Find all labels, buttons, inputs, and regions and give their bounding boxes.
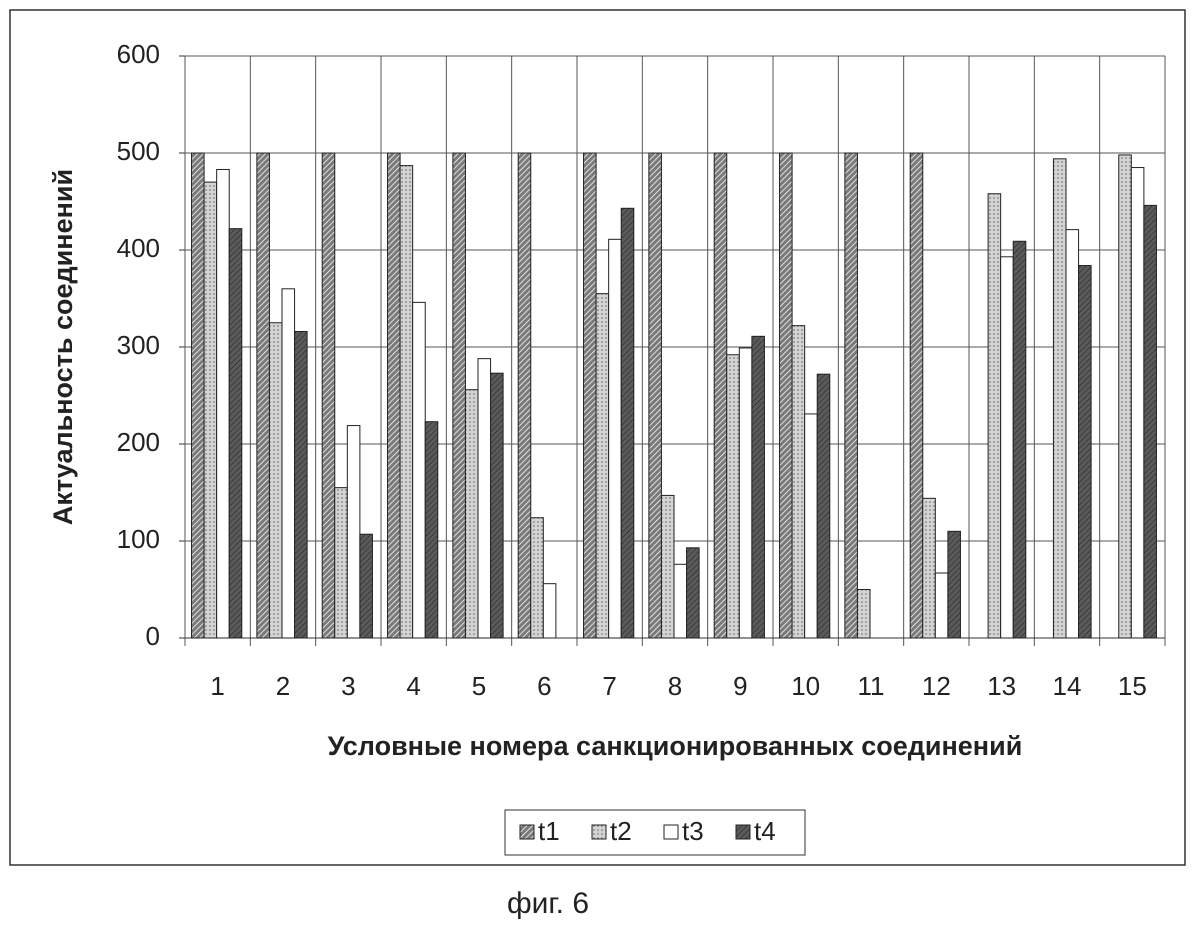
y-tick-label: 100: [117, 524, 160, 554]
bar: [282, 289, 295, 638]
bar: [948, 531, 961, 638]
y-tick-label: 0: [146, 621, 160, 651]
x-tick-label: 10: [791, 671, 820, 701]
legend-label: t4: [754, 816, 776, 846]
y-tick-label: 500: [117, 136, 160, 166]
bar: [335, 488, 348, 638]
bar: [1079, 266, 1092, 638]
x-tick-label: 8: [668, 671, 682, 701]
bar: [857, 590, 870, 639]
bar: [388, 153, 401, 638]
bar: [727, 355, 740, 638]
y-tick-label: 600: [117, 39, 160, 69]
bar: [1131, 168, 1144, 638]
legend-label: t3: [682, 816, 704, 846]
bar: [491, 373, 504, 638]
bar: [295, 331, 308, 638]
x-tick-label: 7: [602, 671, 616, 701]
page: {"chart_data": {"type": "bar", "y_label"…: [0, 0, 1194, 930]
y-tick-label: 200: [117, 427, 160, 457]
x-tick-label: 12: [922, 671, 951, 701]
bar: [413, 302, 426, 638]
bar: [923, 498, 936, 638]
bar: [1144, 205, 1157, 638]
legend-label: t2: [610, 816, 632, 846]
bar: [661, 495, 674, 638]
bar: [1013, 241, 1026, 638]
bar: [543, 584, 556, 638]
x-tick-label: 14: [1053, 671, 1082, 701]
bar: [1066, 230, 1079, 638]
bar: [752, 336, 765, 638]
caption: фиг. 6: [507, 887, 589, 920]
legend-label: t1: [538, 816, 560, 846]
bar: [584, 153, 597, 638]
bar: [400, 166, 413, 638]
bar: [817, 374, 830, 638]
bar: [714, 153, 727, 638]
bar: [518, 153, 531, 638]
x-tick-label: 6: [537, 671, 551, 701]
y-tick-label: 300: [117, 330, 160, 360]
bar: [1001, 257, 1014, 638]
legend-swatch: [736, 825, 750, 839]
bar: [845, 153, 858, 638]
bar: [322, 153, 335, 638]
bar: [425, 422, 438, 638]
bar: [621, 208, 634, 638]
x-tick-label: 11: [858, 671, 885, 701]
bar: [1119, 155, 1132, 638]
bar: [609, 239, 622, 638]
bar: [780, 153, 793, 638]
x-tick-label: 3: [341, 671, 355, 701]
bar: [1053, 159, 1066, 638]
chart: Актуальность соединений Условные номера …: [0, 0, 1194, 930]
y-axis-label: Актуальность соединений: [48, 169, 78, 525]
bar: [687, 548, 700, 638]
bar: [805, 414, 818, 638]
bar: [347, 426, 360, 638]
bar: [269, 323, 282, 638]
bar: [465, 390, 478, 638]
y-tick-label: 400: [117, 233, 160, 263]
bar: [192, 153, 205, 638]
x-tick-label: 4: [406, 671, 420, 701]
x-tick-label: 2: [276, 671, 290, 701]
bar: [217, 169, 230, 638]
bar: [596, 294, 609, 638]
bar: [792, 326, 805, 638]
bar: [360, 534, 373, 638]
bar: [988, 194, 1001, 638]
legend-swatch: [664, 825, 678, 839]
bar: [739, 348, 752, 638]
bar: [204, 182, 217, 638]
x-tick-label: 9: [733, 671, 747, 701]
x-tick-label: 15: [1118, 671, 1147, 701]
bar: [910, 153, 923, 638]
x-tick-label: 13: [987, 671, 1016, 701]
bar: [674, 564, 687, 638]
bar: [531, 518, 544, 638]
bar: [935, 573, 948, 638]
bar: [257, 153, 270, 638]
x-axis-label: Условные номера санкционированных соедин…: [328, 731, 1023, 761]
bar: [453, 153, 466, 638]
legend-swatch: [520, 825, 534, 839]
bar: [649, 153, 662, 638]
x-tick-label: 1: [210, 671, 224, 701]
legend-swatch: [592, 825, 606, 839]
bar: [478, 359, 491, 638]
x-tick-label: 5: [472, 671, 486, 701]
bar: [229, 229, 242, 638]
